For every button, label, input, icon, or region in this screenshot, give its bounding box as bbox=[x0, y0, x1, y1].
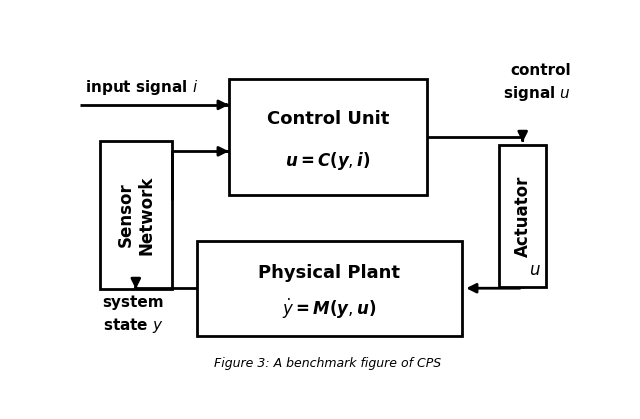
Bar bbox=[229, 79, 428, 195]
Text: Control Unit: Control Unit bbox=[267, 110, 389, 128]
Bar bbox=[499, 145, 547, 287]
Text: $\boldsymbol{u = C(y, i)}$: $\boldsymbol{u = C(y, i)}$ bbox=[285, 150, 371, 172]
Text: state $y$: state $y$ bbox=[103, 316, 164, 336]
Text: $u$: $u$ bbox=[529, 261, 540, 279]
Bar bbox=[196, 241, 462, 336]
Text: Physical Plant: Physical Plant bbox=[259, 264, 400, 282]
Text: Actuator: Actuator bbox=[514, 176, 532, 257]
Text: input signal $i$: input signal $i$ bbox=[85, 78, 198, 97]
Text: control: control bbox=[511, 63, 571, 78]
Bar bbox=[100, 141, 172, 289]
Text: $\boldsymbol{\dot{y} = M(y, u)}$: $\boldsymbol{\dot{y} = M(y, u)}$ bbox=[282, 297, 376, 321]
Text: signal $u$: signal $u$ bbox=[503, 84, 571, 103]
Text: Figure 3: A benchmark figure of CPS: Figure 3: A benchmark figure of CPS bbox=[214, 357, 442, 370]
Text: Sensor
Network: Sensor Network bbox=[116, 175, 156, 254]
Text: system: system bbox=[102, 295, 164, 310]
